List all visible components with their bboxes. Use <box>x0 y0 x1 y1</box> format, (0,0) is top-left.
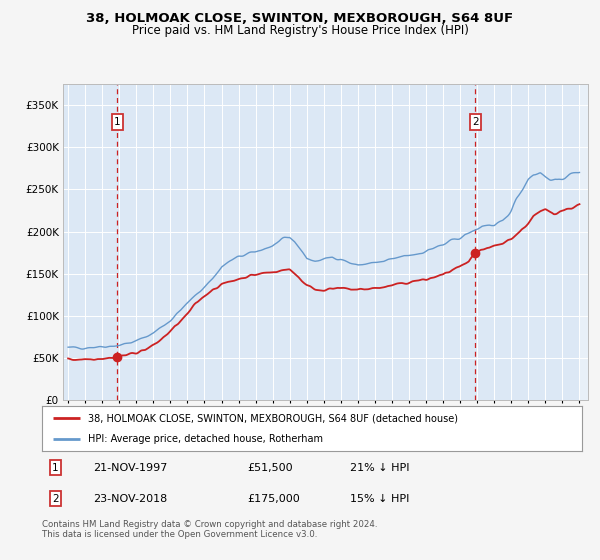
Text: This data is licensed under the Open Government Licence v3.0.: This data is licensed under the Open Gov… <box>42 530 317 539</box>
Text: 15% ↓ HPI: 15% ↓ HPI <box>350 494 409 503</box>
Text: £51,500: £51,500 <box>247 463 293 473</box>
Text: 1: 1 <box>114 117 121 127</box>
Text: Price paid vs. HM Land Registry's House Price Index (HPI): Price paid vs. HM Land Registry's House … <box>131 24 469 37</box>
Text: £175,000: £175,000 <box>247 494 300 503</box>
Text: 1: 1 <box>52 463 59 473</box>
Text: 38, HOLMOAK CLOSE, SWINTON, MEXBOROUGH, S64 8UF (detached house): 38, HOLMOAK CLOSE, SWINTON, MEXBOROUGH, … <box>88 413 458 423</box>
Text: 38, HOLMOAK CLOSE, SWINTON, MEXBOROUGH, S64 8UF: 38, HOLMOAK CLOSE, SWINTON, MEXBOROUGH, … <box>86 12 514 25</box>
Text: 21-NOV-1997: 21-NOV-1997 <box>94 463 167 473</box>
Text: HPI: Average price, detached house, Rotherham: HPI: Average price, detached house, Roth… <box>88 433 323 444</box>
Text: 21% ↓ HPI: 21% ↓ HPI <box>350 463 409 473</box>
Text: 23-NOV-2018: 23-NOV-2018 <box>94 494 167 503</box>
Text: Contains HM Land Registry data © Crown copyright and database right 2024.: Contains HM Land Registry data © Crown c… <box>42 520 377 529</box>
Text: 2: 2 <box>52 494 59 503</box>
Text: 2: 2 <box>472 117 479 127</box>
